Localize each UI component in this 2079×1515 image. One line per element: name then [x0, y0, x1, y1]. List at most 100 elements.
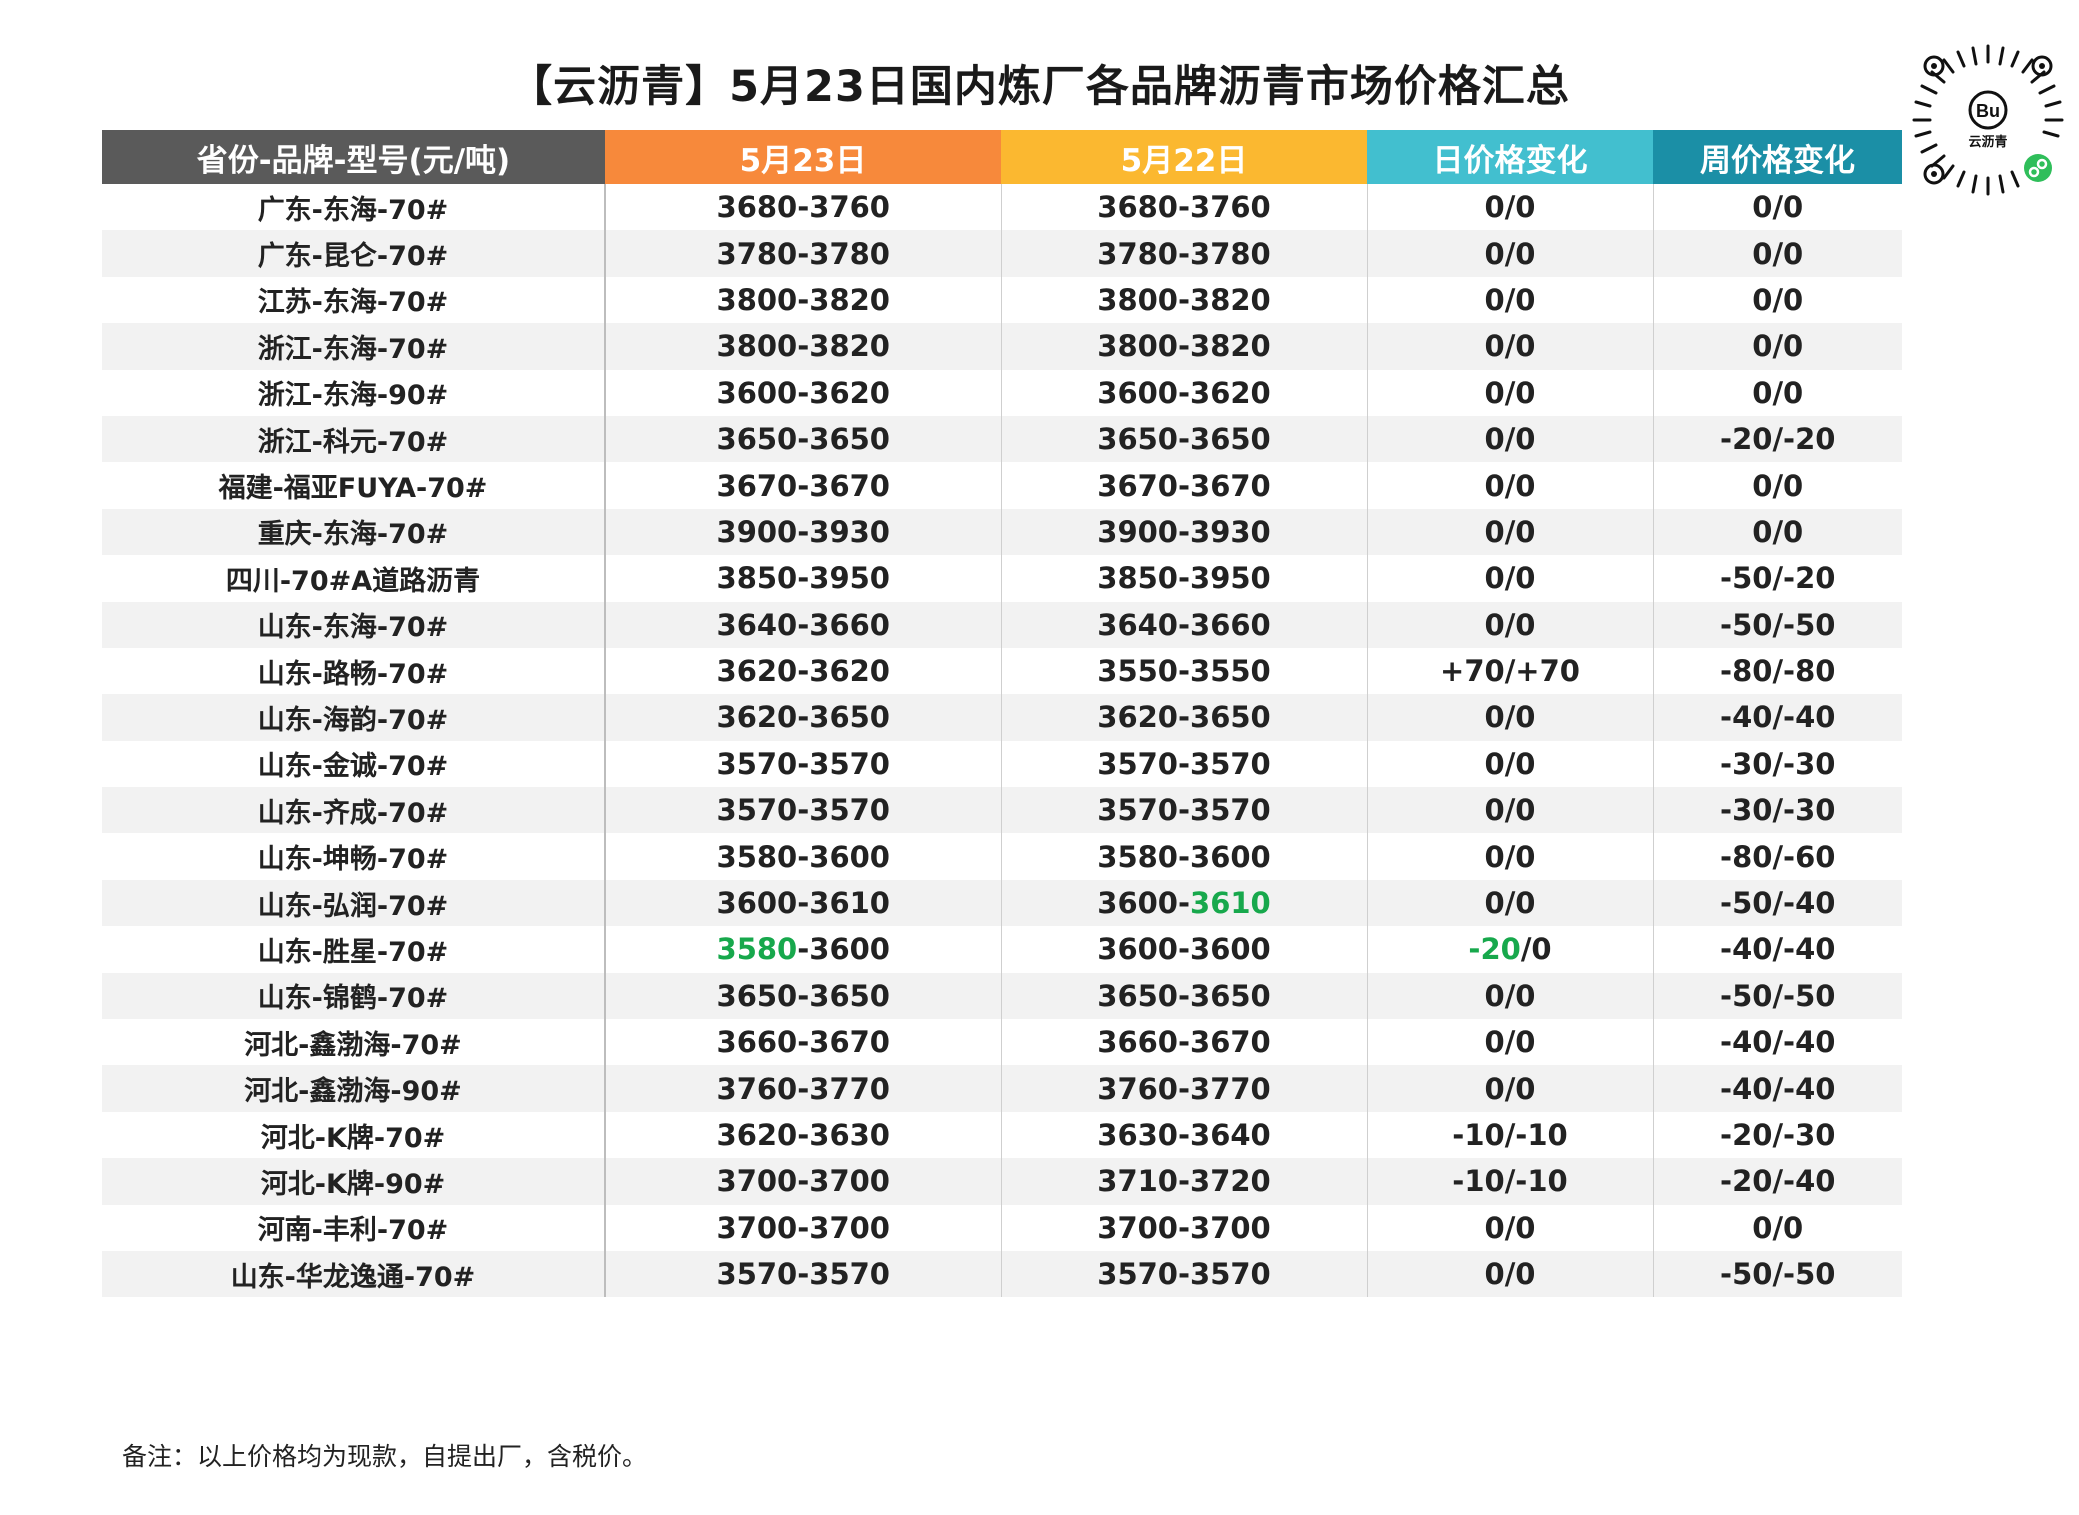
cell-may23: 3580-3600	[604, 926, 1001, 973]
cell-brand: 江苏-东海-70#	[102, 276, 606, 324]
cell-may22: 3660-3670	[1000, 1019, 1367, 1066]
cell-may23-part-a: 3580	[716, 932, 798, 967]
cell-daily-change: 0/0	[1366, 508, 1653, 556]
cell-may22: 3620-3650	[1000, 694, 1367, 741]
page-title: 【云沥青】5月23日国内炼厂各品牌沥青市场价格汇总	[509, 62, 1570, 112]
cell-weekly-change: -80/-80	[1652, 647, 1902, 695]
table-row: 江苏-东海-70# 3800-3820 3800-3820 0/0 0/0	[102, 276, 1902, 324]
cell-may22: 3850-3950	[1000, 555, 1367, 602]
cell-brand: 福建-福亚FUYA-70#	[102, 462, 606, 509]
cell-brand: 四川-70#A道路沥青	[102, 555, 606, 602]
cell-may22: 3670-3670	[1000, 462, 1367, 509]
cell-may23: 3620-3620	[604, 647, 1001, 695]
cell-weekly-change: 0/0	[1652, 369, 1902, 416]
cell-daily-change: 0/0	[1366, 323, 1653, 370]
cell-may23: 3700-3700	[604, 1204, 1001, 1251]
header-daily-change: 日价格变化	[1367, 130, 1653, 184]
cell-daily-change: -20/0	[1366, 926, 1653, 973]
cell-weekly-change: 0/0	[1652, 508, 1902, 556]
cell-daily-change: 0/0	[1366, 1019, 1653, 1066]
cell-may23: 3570-3570	[604, 787, 1001, 834]
table-row: 山东-华龙逸通-70# 3570-3570 3570-3570 0/0 -50/…	[102, 1250, 1902, 1298]
cell-day-part-a: -20	[1468, 932, 1521, 967]
cell-brand: 山东-金诚-70#	[102, 740, 606, 788]
cell-may22: 3760-3770	[1000, 1065, 1367, 1112]
table-row: 山东-海韵-70# 3620-3650 3620-3650 0/0 -40/-4…	[102, 694, 1902, 741]
table-row: 河南-丰利-70# 3700-3700 3700-3700 0/0 0/0	[102, 1204, 1902, 1251]
table-row: 山东-胜星-70# 3580-3600 3600-3600 -20/0 -40/…	[102, 926, 1902, 973]
cell-may22: 3710-3720	[1000, 1158, 1367, 1205]
table-row: 山东-坤畅-70# 3580-3600 3580-3600 0/0 -80/-6…	[102, 833, 1902, 880]
table-row: 山东-东海-70# 3640-3660 3640-3660 0/0 -50/-5…	[102, 601, 1902, 648]
cell-may22: 3700-3700	[1000, 1204, 1367, 1251]
cell-daily-change: 0/0	[1366, 369, 1653, 416]
cell-brand: 山东-海韵-70#	[102, 694, 606, 741]
cell-may23: 3570-3570	[604, 740, 1001, 788]
cell-may23: 3600-3610	[604, 879, 1001, 927]
cell-weekly-change: -50/-50	[1652, 972, 1902, 1020]
cell-daily-change: 0/0	[1366, 230, 1653, 277]
cell-weekly-change: 0/0	[1652, 462, 1902, 509]
table-row: 广东-昆仑-70# 3780-3780 3780-3780 0/0 0/0	[102, 230, 1902, 277]
cell-weekly-change: -20/-40	[1652, 1158, 1902, 1205]
cell-may23: 3570-3570	[604, 1250, 1001, 1298]
table-row: 浙江-科元-70# 3650-3650 3650-3650 0/0 -20/-2…	[102, 415, 1902, 463]
table-row: 河北-K牌-70# 3620-3630 3630-3640 -10/-10 -2…	[102, 1111, 1902, 1159]
cell-weekly-change: 0/0	[1652, 230, 1902, 277]
cell-daily-change: 0/0	[1366, 601, 1653, 648]
cell-may22: 3650-3650	[1000, 415, 1367, 463]
cell-may22: 3550-3550	[1000, 647, 1367, 695]
header-may23: 5月23日	[605, 130, 1001, 184]
cell-may23: 3660-3670	[604, 1019, 1001, 1066]
cell-may23: 3580-3600	[604, 833, 1001, 880]
cell-weekly-change: -30/-30	[1652, 787, 1902, 834]
cell-weekly-change: -40/-40	[1652, 926, 1902, 973]
cell-daily-change: 0/0	[1366, 1065, 1653, 1112]
cell-daily-change: -10/-10	[1366, 1158, 1653, 1205]
cell-brand: 山东-齐成-70#	[102, 787, 606, 834]
cell-may23: 3800-3820	[604, 323, 1001, 370]
cell-weekly-change: -40/-40	[1652, 1019, 1902, 1066]
cell-may23: 3670-3670	[604, 462, 1001, 509]
cell-may22: 3680-3760	[1000, 184, 1367, 231]
cell-daily-change: 0/0	[1366, 555, 1653, 602]
table-header-row: 省份-品牌-型号(元/吨) 5月23日 5月22日 日价格变化 周价格变化	[102, 130, 1902, 184]
footnote: 备注：以上价格均为现款，自提出厂，含税价。	[122, 1442, 648, 1471]
header-may22: 5月22日	[1001, 130, 1367, 184]
cell-daily-change: 0/0	[1366, 276, 1653, 324]
cell-brand: 浙江-科元-70#	[102, 415, 606, 463]
cell-may22: 3780-3780	[1000, 230, 1367, 277]
cell-weekly-change: -20/-30	[1652, 1111, 1902, 1159]
cell-may23: 3640-3660	[604, 601, 1001, 648]
cell-may22: 3800-3820	[1000, 276, 1367, 324]
cell-may22: 3600-3600	[1000, 926, 1367, 973]
table-row: 河北-鑫渤海-70# 3660-3670 3660-3670 0/0 -40/-…	[102, 1019, 1902, 1066]
cell-daily-change: 0/0	[1366, 833, 1653, 880]
cell-daily-change: 0/0	[1366, 694, 1653, 741]
cell-may22: 3600-3620	[1000, 369, 1367, 416]
cell-may22: 3800-3820	[1000, 323, 1367, 370]
cell-may22: 3650-3650	[1000, 972, 1367, 1020]
svg-text:云沥青: 云沥青	[1968, 134, 2007, 150]
cell-brand: 浙江-东海-90#	[102, 369, 606, 416]
cell-brand: 河北-鑫渤海-70#	[102, 1019, 606, 1066]
cell-brand: 山东-胜星-70#	[102, 926, 606, 973]
cell-may23-part-b: -3600	[797, 932, 890, 967]
cell-may23: 3620-3630	[604, 1111, 1001, 1159]
cell-weekly-change: -80/-60	[1652, 833, 1902, 880]
cell-brand: 河北-鑫渤海-90#	[102, 1065, 606, 1112]
cell-day-part-b: /0	[1520, 932, 1552, 967]
cell-weekly-change: -40/-40	[1652, 694, 1902, 741]
cell-daily-change: 0/0	[1366, 740, 1653, 788]
cell-may22: 3570-3570	[1000, 740, 1367, 788]
cell-daily-change: 0/0	[1366, 787, 1653, 834]
table-row: 福建-福亚FUYA-70# 3670-3670 3670-3670 0/0 0/…	[102, 462, 1902, 509]
cell-daily-change: 0/0	[1366, 415, 1653, 463]
cell-may22-part-b: 3610	[1190, 886, 1271, 921]
cell-weekly-change: -30/-30	[1652, 740, 1902, 788]
cell-may22: 3570-3570	[1000, 787, 1367, 834]
cell-may23: 3780-3780	[604, 230, 1001, 277]
table-row: 山东-弘润-70# 3600-3610 3600-3610 0/0 -50/-4…	[102, 879, 1902, 927]
header-brand: 省份-品牌-型号(元/吨)	[102, 130, 605, 184]
cell-daily-change: 0/0	[1366, 184, 1653, 231]
